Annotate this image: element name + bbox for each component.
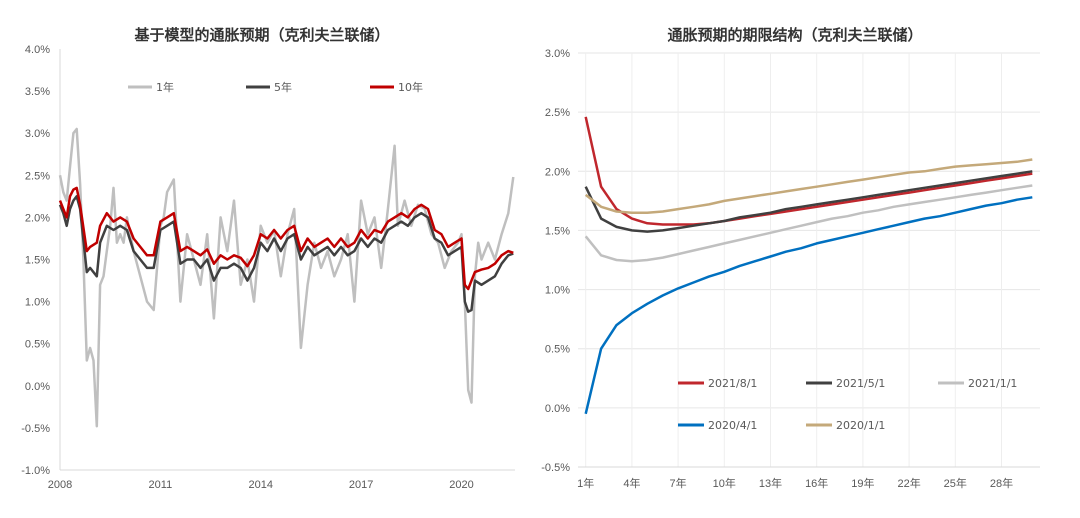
right-x-tick-label: 28年 <box>990 476 1013 490</box>
right-y-tick-label: 3.0% <box>545 48 570 60</box>
right-series-line <box>584 158 1033 214</box>
right-y-tick-label: 2.0% <box>545 166 570 178</box>
left-series-line <box>58 127 515 428</box>
right-y-tick-label: 1.0% <box>545 285 570 297</box>
left-x-tick-label: 2011 <box>149 479 173 491</box>
right-legend-label: 2020/4/1 <box>708 419 757 432</box>
left-y-tick-label: 4.0% <box>25 44 50 56</box>
right-series-line <box>584 170 1033 233</box>
right-x-tick-label: 13年 <box>759 476 782 490</box>
right-x-tick-label: 10年 <box>713 476 736 490</box>
right-x-tick-label: 7年 <box>670 476 687 490</box>
left-y-tick-label: 3.0% <box>25 128 50 140</box>
left-y-tick-label: 1.5% <box>25 255 50 267</box>
right-series-line <box>584 184 1033 263</box>
left-y-tick-label: 3.5% <box>25 86 50 98</box>
left-y-tick-label: -0.5% <box>21 423 50 435</box>
left-y-tick-label: 0.5% <box>25 339 50 351</box>
left-series-line <box>58 186 514 291</box>
right-y-tick-label: 0.5% <box>545 344 570 356</box>
left-y-tick-label: 1.0% <box>25 297 50 309</box>
right-x-tick-label: 19年 <box>851 476 874 490</box>
left-x-tick-label: 2008 <box>48 479 72 491</box>
left-y-tick-label: -1.0% <box>21 465 50 477</box>
right-y-tick-label: 2.5% <box>545 107 570 119</box>
left-y-tick-label: 0.0% <box>25 381 50 393</box>
right-legend-label: 2021/1/1 <box>968 377 1017 390</box>
left-legend-label: 5年 <box>274 80 292 94</box>
right-y-tick-label: 1.5% <box>545 225 570 237</box>
right-x-tick-label: 1年 <box>577 476 594 490</box>
right-x-tick-label: 25年 <box>944 476 967 490</box>
right-x-tick-label: 16年 <box>805 476 828 490</box>
right-y-tick-label: 0.0% <box>545 403 570 415</box>
left-x-tick-label: 2014 <box>248 479 272 491</box>
right-y-tick-label: -0.5% <box>541 462 570 474</box>
left-chart-title: 基于模型的通胀预期（克利夫兰联储） <box>133 26 389 44</box>
right-legend-label: 2021/5/1 <box>836 377 885 390</box>
right-legend-label: 2021/8/1 <box>708 377 757 390</box>
right-x-tick-label: 4年 <box>623 476 640 490</box>
left-y-tick-label: 2.0% <box>25 212 50 224</box>
right-x-tick-label: 22年 <box>897 476 920 490</box>
left-legend-label: 10年 <box>398 80 423 94</box>
right-series-line <box>584 196 1033 415</box>
left-legend-label: 1年 <box>156 80 174 94</box>
right-chart-title: 通胀预期的期限结构（克利夫兰联储） <box>667 26 922 44</box>
left-x-tick-label: 2020 <box>449 479 473 491</box>
left-y-tick-label: 2.5% <box>25 170 50 182</box>
right-legend-label: 2020/1/1 <box>836 419 885 432</box>
left-series-line <box>58 195 514 313</box>
left-x-tick-label: 2017 <box>349 479 373 491</box>
right-series-line <box>584 116 1033 226</box>
